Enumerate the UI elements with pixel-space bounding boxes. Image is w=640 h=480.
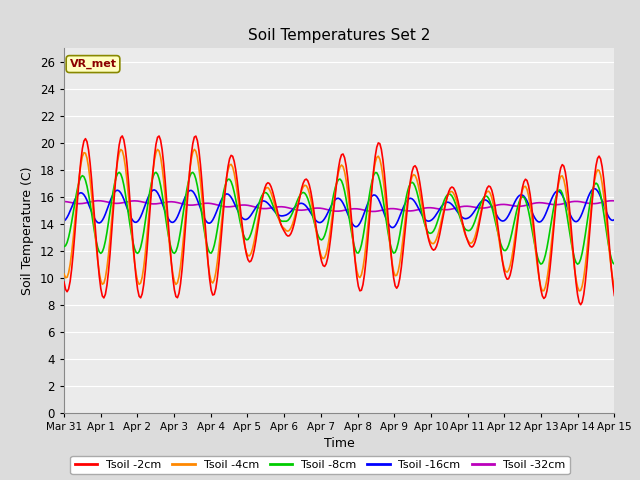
Title: Soil Temperatures Set 2: Soil Temperatures Set 2 [248,28,430,43]
Y-axis label: Soil Temperature (C): Soil Temperature (C) [21,166,35,295]
Text: VR_met: VR_met [70,59,116,69]
X-axis label: Time: Time [324,437,355,450]
Legend: Tsoil -2cm, Tsoil -4cm, Tsoil -8cm, Tsoil -16cm, Tsoil -32cm: Tsoil -2cm, Tsoil -4cm, Tsoil -8cm, Tsoi… [70,456,570,474]
